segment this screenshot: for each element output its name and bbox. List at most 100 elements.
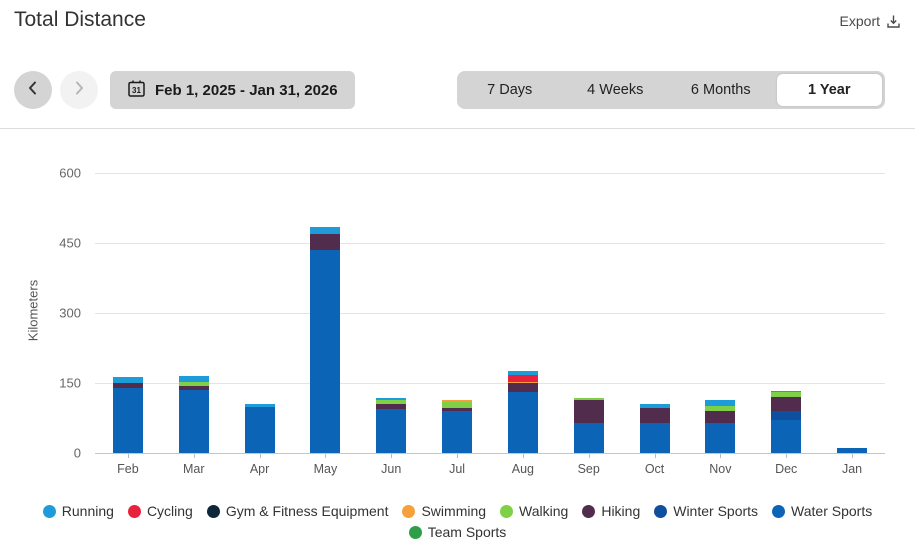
bar-segment-water-sports[interactable] — [507, 391, 538, 453]
y-tick-label: 150 — [59, 375, 81, 391]
stacked-bar-apr[interactable] — [244, 404, 275, 453]
bar-segment-walking[interactable] — [442, 401, 473, 408]
bar-segment-hiking[interactable] — [507, 383, 538, 392]
bar-segment-water-sports[interactable] — [705, 423, 736, 453]
gridline — [95, 173, 885, 174]
bar-segment-water-sports[interactable] — [639, 423, 670, 453]
x-axis-tick — [391, 454, 393, 458]
stacked-bar-may[interactable] — [310, 227, 341, 453]
tab-1-year[interactable]: 1 Year — [776, 74, 882, 106]
y-tick-label: 0 — [73, 445, 81, 461]
bar-segment-walking[interactable] — [705, 406, 736, 412]
bar-column-feb — [95, 173, 161, 453]
x-axis-tick — [522, 454, 524, 458]
legend-item-gym-fitness-equipment[interactable]: Gym & Fitness Equipment — [206, 503, 388, 519]
x-axis-tick — [127, 454, 129, 458]
tab-4-weeks[interactable]: 4 Weeks — [587, 82, 644, 98]
y-tick-label: 450 — [59, 235, 81, 251]
x-tick-label-jan: Jan — [841, 462, 863, 476]
bar-segment-running[interactable] — [178, 376, 209, 382]
legend-dot — [408, 525, 422, 539]
bar-segment-walking[interactable] — [771, 392, 802, 398]
gridline — [95, 313, 885, 314]
next-period-button[interactable] — [60, 71, 98, 109]
bar-segment-water-sports[interactable] — [376, 409, 407, 453]
bar-segment-walking[interactable] — [376, 399, 407, 405]
bar-column-may — [292, 173, 358, 453]
bar-segment-hiking[interactable] — [573, 400, 604, 424]
stacked-bar-aug[interactable] — [507, 370, 538, 453]
bar-segment-running[interactable] — [310, 227, 341, 234]
legend-label: Team Sports — [427, 524, 507, 540]
x-axis-tick — [654, 454, 656, 458]
x-axis-tick — [720, 454, 722, 458]
stacked-bar-nov[interactable] — [705, 400, 736, 453]
x-tick-label-may: May — [313, 462, 338, 476]
bar-segment-running[interactable] — [507, 370, 538, 375]
legend-item-team-sports[interactable]: Team Sports — [408, 524, 507, 540]
legend-item-swimming[interactable]: Swimming — [402, 503, 486, 519]
date-range-picker[interactable]: 31 Feb 1, 2025 - Jan 31, 2026 — [110, 71, 355, 109]
bar-segment-hiking[interactable] — [705, 411, 736, 424]
legend-item-running[interactable]: Running — [42, 503, 114, 519]
tab-7-days[interactable]: 7 Days — [487, 82, 533, 98]
bar-segment-winter-sports[interactable] — [771, 411, 802, 421]
stacked-bar-feb[interactable] — [112, 377, 143, 453]
gridline — [95, 243, 885, 244]
bar-segment-water-sports[interactable] — [442, 410, 473, 453]
export-button[interactable]: Export — [840, 13, 901, 29]
bar-column-jul — [424, 173, 490, 453]
stacked-bar-jan[interactable] — [837, 448, 868, 453]
bar-segment-water-sports[interactable] — [837, 448, 868, 453]
chevron-right-icon — [71, 80, 87, 101]
legend-label: Walking — [519, 503, 569, 519]
bar-segment-water-sports[interactable] — [178, 390, 209, 453]
bar-segment-running[interactable] — [771, 390, 802, 393]
bar-segment-water-sports[interactable] — [573, 423, 604, 453]
legend-item-winter-sports[interactable]: Winter Sports — [654, 503, 758, 519]
bar-segment-hiking[interactable] — [376, 404, 407, 410]
bar-segment-running[interactable] — [376, 397, 407, 400]
bar-segment-water-sports[interactable] — [244, 407, 275, 453]
time-range-tabs: 7 Days 4 Weeks 6 Months 1 Year — [457, 71, 885, 109]
bar-segment-running[interactable] — [112, 377, 143, 384]
x-axis-tick — [786, 454, 788, 458]
bar-segment-hiking[interactable] — [639, 408, 670, 424]
bar-segment-water-sports[interactable] — [112, 387, 143, 453]
bar-segment-swimming[interactable] — [507, 381, 538, 384]
bar-segment-hiking[interactable] — [178, 385, 209, 390]
x-axis-tick — [588, 454, 590, 458]
bar-segment-hiking[interactable] — [310, 233, 341, 250]
bar-segment-water-sports[interactable] — [310, 249, 341, 453]
bar-segment-water-sports[interactable] — [771, 420, 802, 453]
bar-segment-running[interactable] — [244, 404, 275, 408]
legend-dot — [500, 504, 514, 518]
bar-column-oct — [622, 173, 688, 453]
bar-segment-hiking[interactable] — [771, 397, 802, 412]
prev-period-button[interactable] — [14, 71, 52, 109]
stacked-bar-jul[interactable] — [442, 399, 473, 453]
legend-item-water-sports[interactable]: Water Sports — [772, 503, 872, 519]
legend-item-hiking[interactable]: Hiking — [582, 503, 640, 519]
bar-segment-running[interactable] — [639, 403, 670, 409]
bar-segment-walking[interactable] — [573, 398, 604, 401]
stacked-bar-dec[interactable] — [771, 390, 802, 453]
x-axis-labels: Feb Mar Apr May Jun Jul Aug Sep Oct Nov Dec Jan — [95, 462, 885, 476]
bar-segment-walking[interactable] — [178, 381, 209, 386]
legend-item-walking[interactable]: Walking — [500, 503, 568, 519]
bar-segment-running[interactable] — [705, 400, 736, 407]
bar-segment-swimming[interactable] — [442, 399, 473, 402]
bar-segment-hiking[interactable] — [442, 407, 473, 411]
legend-label: Winter Sports — [673, 503, 759, 519]
bar-segment-hiking[interactable] — [112, 383, 143, 388]
bar-segment-cycling[interactable] — [507, 374, 538, 382]
stacked-bar-jun[interactable] — [376, 397, 407, 453]
x-tick-label-mar: Mar — [182, 462, 205, 476]
tab-6-months[interactable]: 6 Months — [690, 82, 751, 98]
bar-column-aug — [490, 173, 556, 453]
stacked-bar-mar[interactable] — [178, 376, 209, 453]
export-label: Export — [839, 13, 880, 29]
legend-item-cycling[interactable]: Cycling — [127, 503, 193, 519]
stacked-bar-sep[interactable] — [573, 398, 604, 453]
stacked-bar-oct[interactable] — [639, 403, 670, 453]
